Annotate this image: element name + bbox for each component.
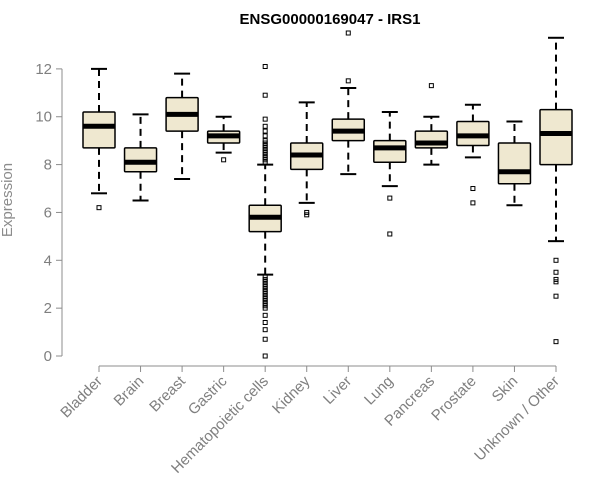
outlier-point bbox=[304, 212, 310, 218]
box-brain bbox=[123, 113, 158, 202]
outlier-point bbox=[262, 312, 268, 318]
box-pancreas bbox=[414, 83, 449, 166]
y-axis: 0 2 4 6 8 10 12 bbox=[35, 61, 63, 365]
y-tick-label: 2 bbox=[44, 300, 52, 317]
boxes-group bbox=[82, 30, 573, 359]
outlier-point bbox=[262, 116, 268, 122]
outlier-point bbox=[262, 128, 268, 134]
outlier-point bbox=[96, 205, 102, 211]
outlier-point bbox=[387, 195, 393, 201]
box-bladder bbox=[82, 67, 116, 211]
box-unknown-other bbox=[539, 36, 573, 345]
outlier-point bbox=[345, 78, 351, 84]
outlier-point bbox=[428, 83, 434, 89]
x-tick-label: Lung bbox=[361, 373, 397, 409]
outlier-point bbox=[553, 279, 559, 285]
outlier-point bbox=[262, 353, 268, 359]
outlier-point bbox=[221, 157, 227, 163]
outlier-point bbox=[262, 133, 268, 139]
outlier-point bbox=[470, 200, 476, 206]
outlier-point bbox=[553, 339, 559, 345]
outlier-point bbox=[553, 269, 559, 275]
box-lung bbox=[373, 110, 407, 237]
box-prostate bbox=[456, 103, 490, 206]
y-tick-label: 10 bbox=[35, 109, 52, 126]
y-axis-label: Expression bbox=[0, 163, 16, 237]
outlier-point bbox=[387, 231, 393, 237]
chart-title: ENSG00000169047 - IRS1 bbox=[240, 11, 421, 28]
y-tick-label: 4 bbox=[44, 252, 52, 269]
y-tick-label: 8 bbox=[44, 157, 52, 174]
x-tick-label: Skin bbox=[489, 373, 522, 406]
box-iqr bbox=[539, 108, 573, 166]
outlier-point bbox=[262, 327, 268, 333]
outlier-point bbox=[262, 320, 268, 326]
outlier-point bbox=[262, 336, 268, 342]
box-iqr bbox=[497, 142, 532, 185]
x-tick-label: Kidney bbox=[269, 372, 314, 417]
x-tick-label: Liver bbox=[320, 373, 355, 408]
x-tick-label: Prostate bbox=[428, 373, 480, 425]
x-tick-label: Breast bbox=[146, 372, 189, 415]
box-iqr bbox=[373, 139, 407, 163]
box-iqr bbox=[82, 111, 116, 149]
box-skin bbox=[497, 120, 532, 207]
outlier-point bbox=[470, 186, 476, 192]
outlier-point bbox=[262, 123, 268, 129]
outlier-point bbox=[345, 30, 351, 36]
outlier-point bbox=[553, 293, 559, 299]
x-tick-label: Bladder bbox=[57, 373, 106, 422]
box-breast bbox=[165, 72, 199, 180]
box-kidney bbox=[289, 101, 324, 218]
x-tick-label: Brain bbox=[111, 373, 148, 410]
outlier-point bbox=[553, 257, 559, 263]
box-gastric bbox=[206, 115, 241, 163]
y-tick-label: 0 bbox=[44, 348, 52, 365]
outlier-point bbox=[262, 92, 268, 98]
outlier-point bbox=[262, 159, 268, 165]
y-tick-label: 12 bbox=[35, 61, 52, 78]
box-liver bbox=[331, 30, 366, 176]
outlier-point bbox=[262, 305, 268, 311]
outlier-point bbox=[262, 63, 268, 69]
box-hematopoietic-cells bbox=[248, 63, 282, 359]
y-tick-label: 6 bbox=[44, 204, 52, 221]
